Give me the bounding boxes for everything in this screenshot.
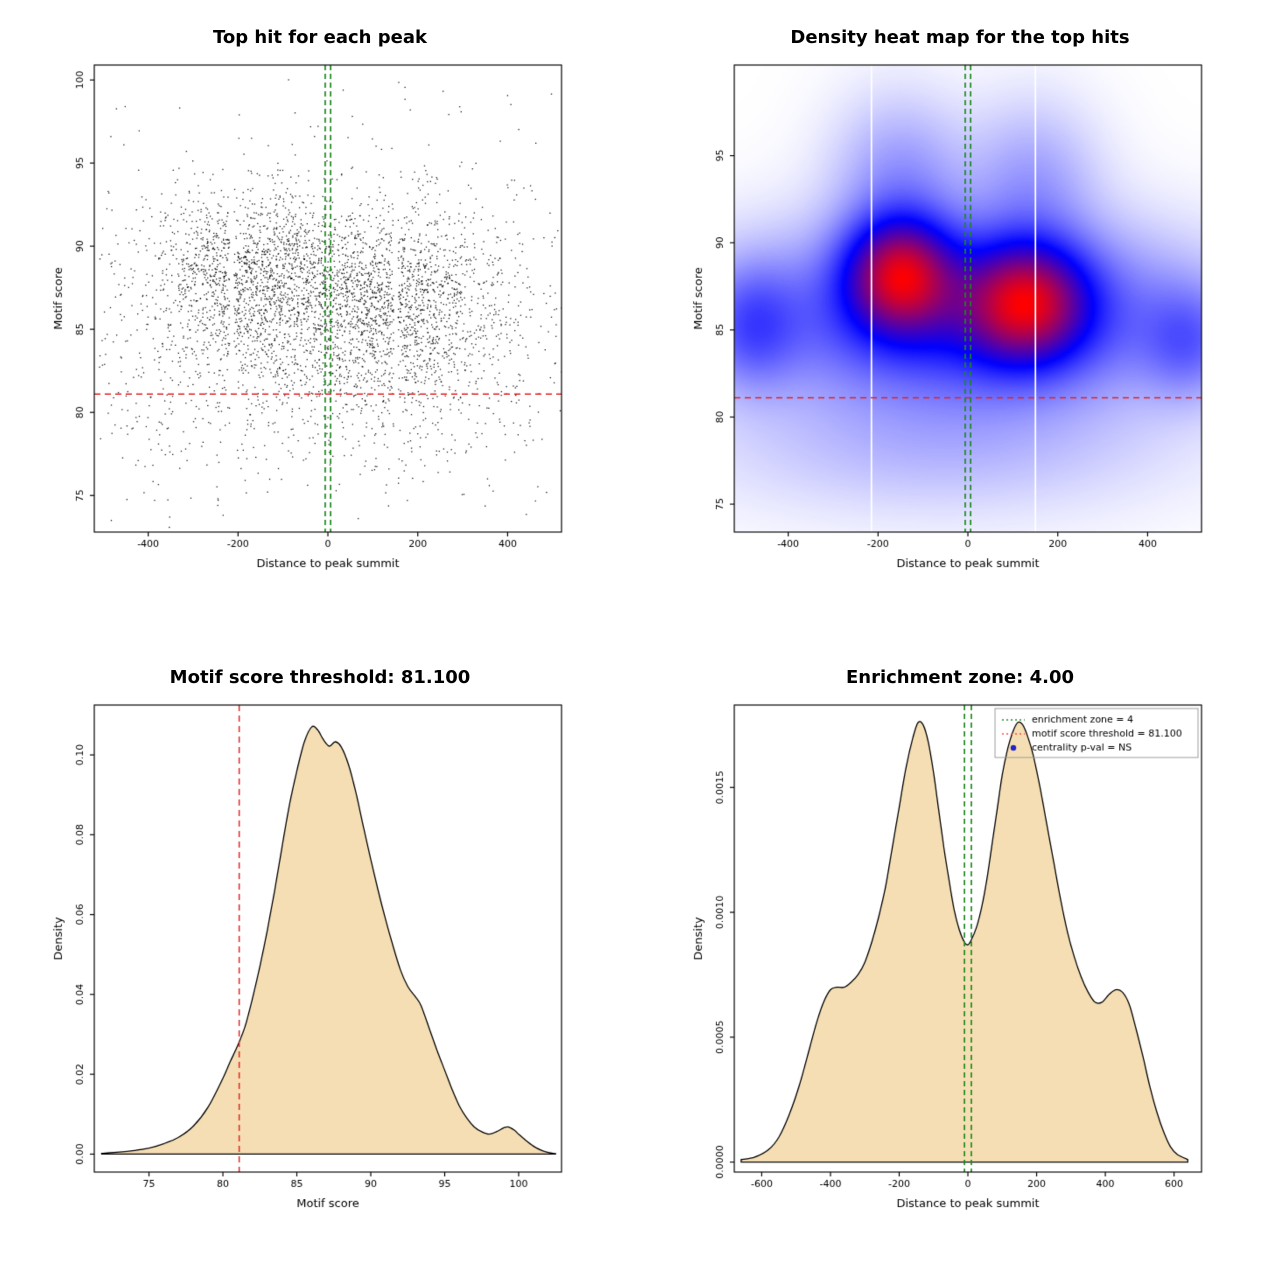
score-density-plot-title: Motif score threshold: 81.100 (169, 666, 471, 688)
panel-motif-score-density: Motif score threshold: 81.100 (40, 656, 600, 1264)
panel-density-heatmap: Density heat map for the top hits (680, 16, 1240, 624)
heatmap-plot-title: Density heat map for the top hits (790, 26, 1130, 48)
zone-density-plot-title: Enrichment zone: 4.00 (845, 666, 1075, 688)
heatmap-plot-canvas (680, 58, 1240, 582)
scatter-plot-title: Top hit for each peak (213, 26, 427, 48)
panel-top-hit-scatter: Top hit for each peak (40, 16, 600, 624)
zone-density-plot-canvas (680, 698, 1240, 1222)
panel-enrichment-zone-density: Enrichment zone: 4.00 (680, 656, 1240, 1264)
scatter-plot-canvas (40, 58, 600, 582)
score-density-plot-canvas (40, 698, 600, 1222)
